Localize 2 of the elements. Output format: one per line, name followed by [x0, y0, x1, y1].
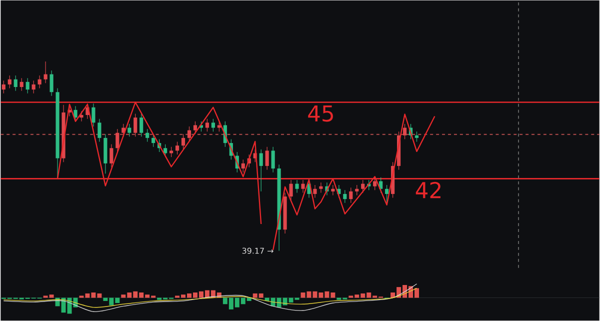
ref-line-label: 45	[308, 106, 333, 122]
ref-line-label: 42	[416, 182, 440, 198]
